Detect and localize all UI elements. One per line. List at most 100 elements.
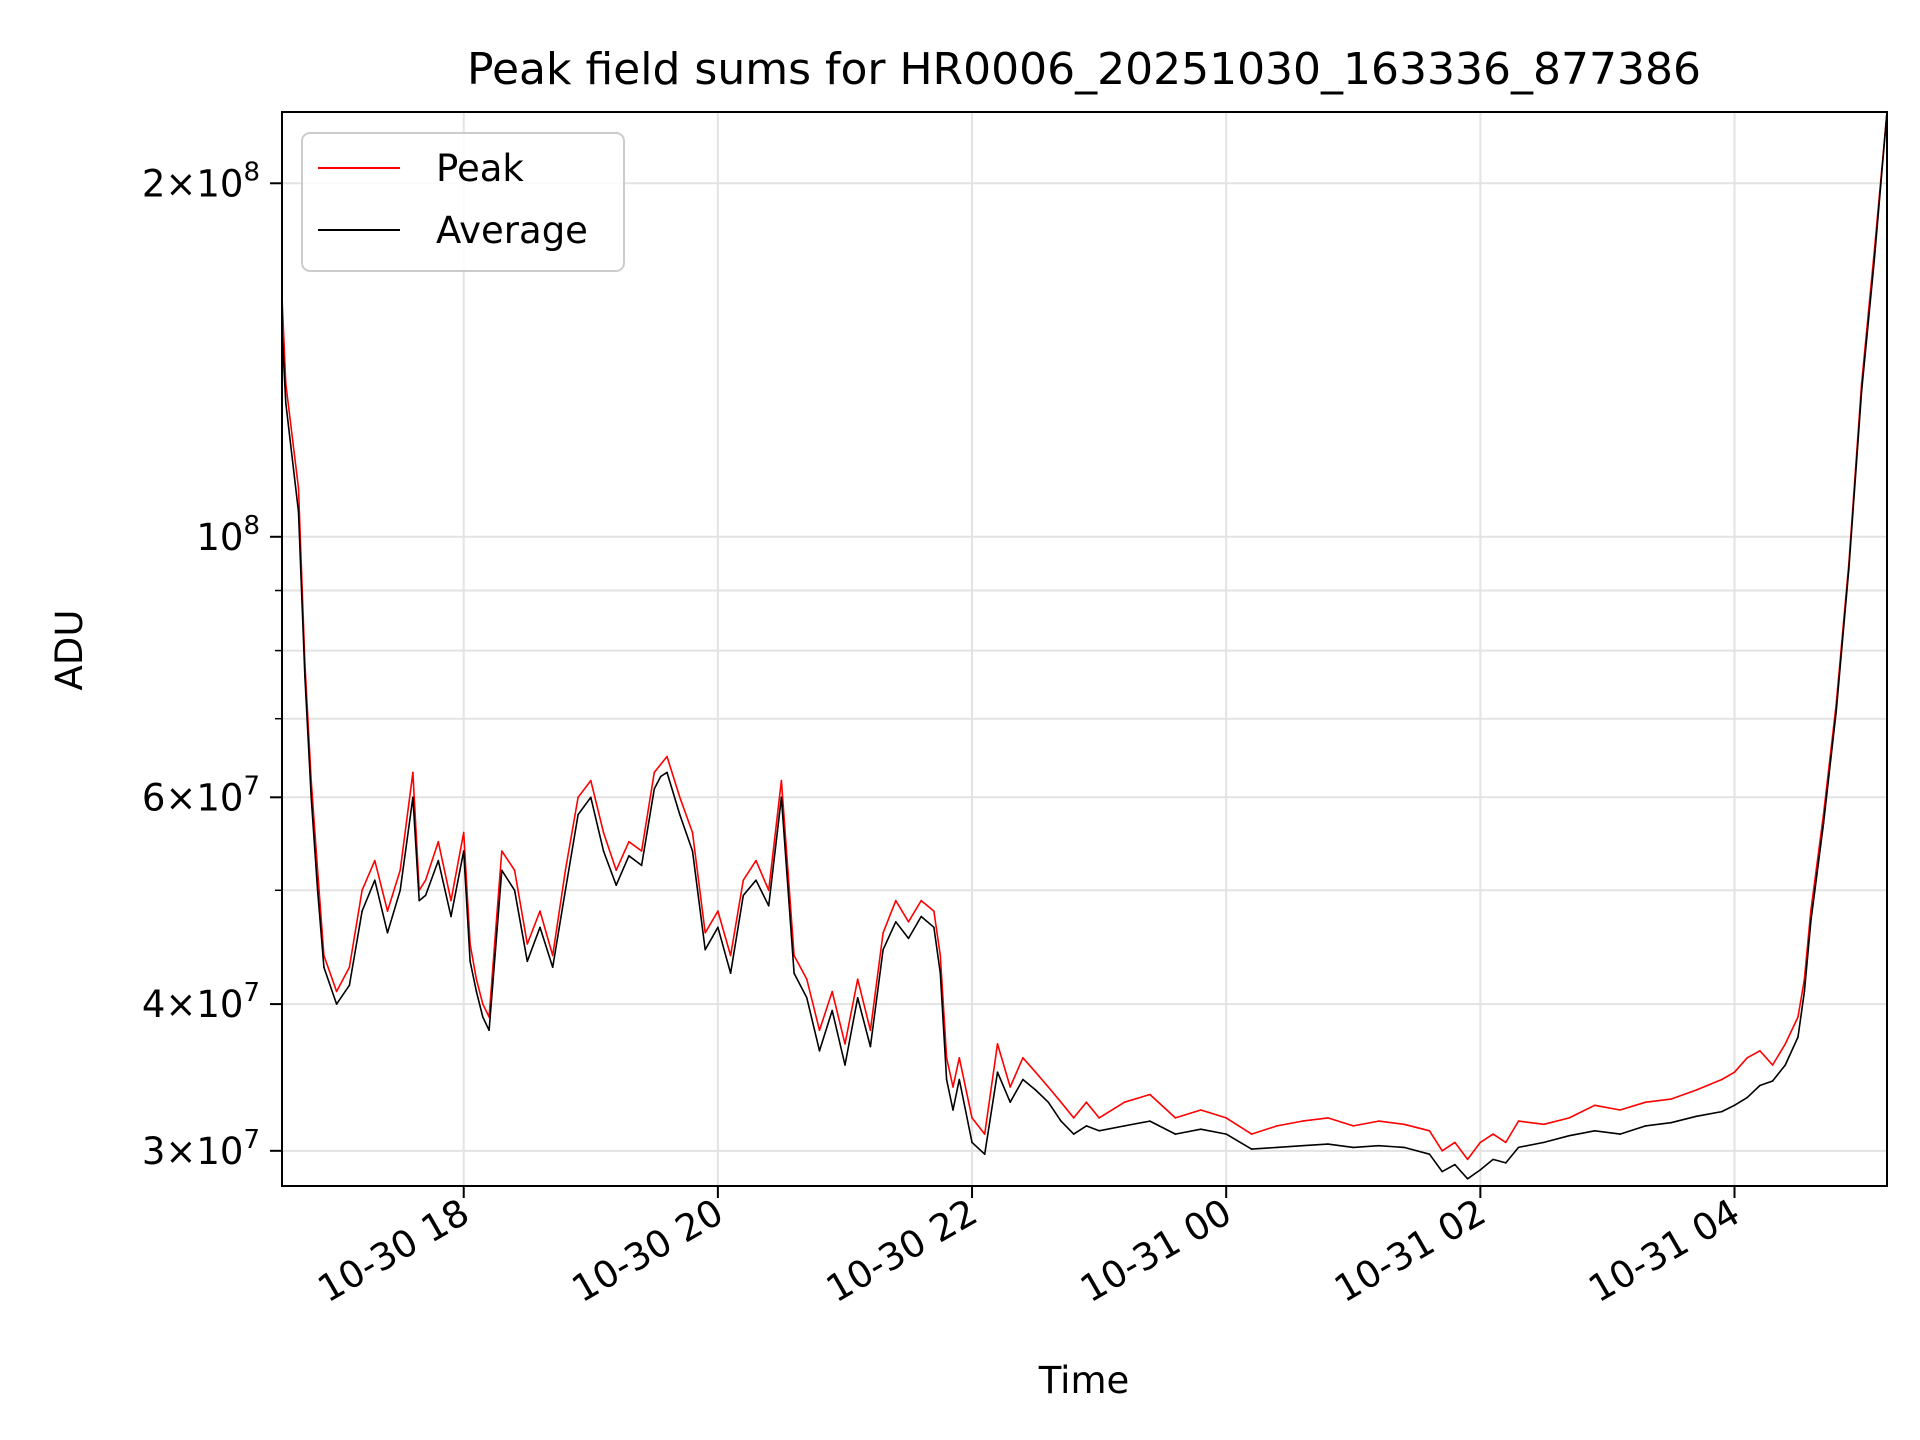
data-point-average [1327, 1143, 1329, 1145]
data-point-average [1022, 1078, 1024, 1081]
data-point-average [1746, 1096, 1748, 1099]
y-tick-label: 2×108 [142, 157, 260, 205]
data-point-average [1276, 1146, 1278, 1149]
y-tick-base: 3×10 [142, 1130, 244, 1173]
data-point-peak [494, 932, 497, 934]
data-point-peak [602, 831, 605, 834]
y-tick-label: 4×107 [142, 978, 260, 1026]
data-point-peak [1619, 1109, 1621, 1111]
data-point-peak [374, 859, 376, 862]
data-point-peak [590, 779, 592, 782]
data-point-peak [1670, 1098, 1672, 1100]
data-point-peak [793, 954, 795, 957]
data-point-average [717, 926, 719, 929]
data-point-average [640, 864, 643, 867]
data-point-peak [1149, 1093, 1151, 1096]
data-point-peak [1403, 1123, 1405, 1126]
data-point-peak [1492, 1133, 1494, 1135]
data-point-peak [704, 932, 706, 934]
data-point-average [551, 966, 554, 968]
series-layer [282, 112, 1887, 1180]
data-point-average [1803, 990, 1806, 993]
data-point-average [666, 771, 668, 774]
y-tick-base: 10 [196, 516, 243, 559]
data-point-average [1250, 1148, 1253, 1150]
data-point-average [539, 926, 541, 929]
data-point-peak [679, 796, 681, 799]
data-point-peak [1276, 1125, 1278, 1127]
data-point-peak [1441, 1150, 1443, 1152]
data-point-average [1759, 1084, 1761, 1087]
data-point-peak [1200, 1109, 1202, 1111]
data-point-peak [1327, 1117, 1329, 1119]
data-point-peak [1072, 1117, 1075, 1119]
data-point-peak [907, 921, 910, 923]
data-point-peak [1428, 1130, 1431, 1132]
data-point-peak [450, 899, 452, 902]
data-point-average [412, 796, 414, 799]
y-tick-base: 6×10 [142, 776, 244, 819]
data-point-peak [1505, 1141, 1507, 1144]
data-point-average [1403, 1146, 1405, 1149]
data-point-average [297, 511, 300, 513]
data-point-average [564, 889, 567, 892]
data-point-peak [361, 889, 363, 892]
data-point-average [945, 1078, 948, 1081]
data-point-average [1670, 1121, 1672, 1124]
data-point-peak [806, 978, 808, 980]
data-point-peak [1123, 1101, 1126, 1103]
data-point-average [1123, 1125, 1126, 1127]
data-point-average [469, 960, 471, 963]
data-point-peak [437, 840, 440, 843]
data-point-average [793, 972, 795, 974]
data-point-average [1009, 1101, 1011, 1103]
data-point-average [895, 921, 897, 923]
data-point-peak [386, 910, 389, 912]
data-point-average [1810, 921, 1812, 923]
data-point-peak [831, 990, 833, 993]
data-point-peak [640, 850, 643, 852]
data-point-peak [1454, 1141, 1456, 1144]
data-point-average [1072, 1133, 1075, 1135]
data-point-average [1797, 1036, 1799, 1038]
data-point-peak [482, 1003, 484, 1005]
data-point-average [323, 966, 325, 968]
data-point-peak [348, 966, 351, 968]
data-point-average [1822, 822, 1825, 825]
plot-frame [281, 111, 1888, 1187]
data-point-average [831, 1009, 833, 1012]
data-point-average [462, 850, 465, 852]
data-point-average [1784, 1064, 1787, 1066]
data-point-average [1352, 1146, 1355, 1149]
data-point-peak [717, 910, 719, 912]
data-point-peak [399, 869, 402, 872]
data-point-average [501, 869, 503, 872]
data-point-average [602, 850, 605, 852]
y-tick-label: 3×107 [142, 1125, 260, 1173]
data-point-peak [297, 487, 300, 490]
data-point-average [1517, 1146, 1520, 1149]
data-point-peak [780, 779, 783, 782]
data-point-peak [818, 1029, 821, 1032]
y-axis-label: ADU [48, 610, 91, 691]
legend-label-average: Average [436, 209, 588, 252]
data-point-average [1149, 1120, 1151, 1122]
data-point-average [869, 1045, 872, 1048]
data-point-peak [939, 954, 942, 957]
data-point-peak [844, 1043, 846, 1045]
data-point-average [1060, 1120, 1062, 1122]
data-point-peak [1301, 1120, 1304, 1122]
data-point-peak [501, 850, 503, 852]
data-point-peak [1759, 1050, 1761, 1052]
data-point-peak [945, 1057, 948, 1059]
data-point-average [628, 855, 630, 857]
data-point-peak [958, 1057, 961, 1059]
legend-label-peak: Peak [436, 147, 524, 190]
data-point-peak [577, 796, 579, 799]
data-point-peak [653, 771, 656, 774]
data-point-average [1835, 710, 1837, 713]
data-point-peak [996, 1043, 999, 1045]
data-point-peak [513, 869, 516, 872]
data-point-average [488, 1029, 490, 1032]
